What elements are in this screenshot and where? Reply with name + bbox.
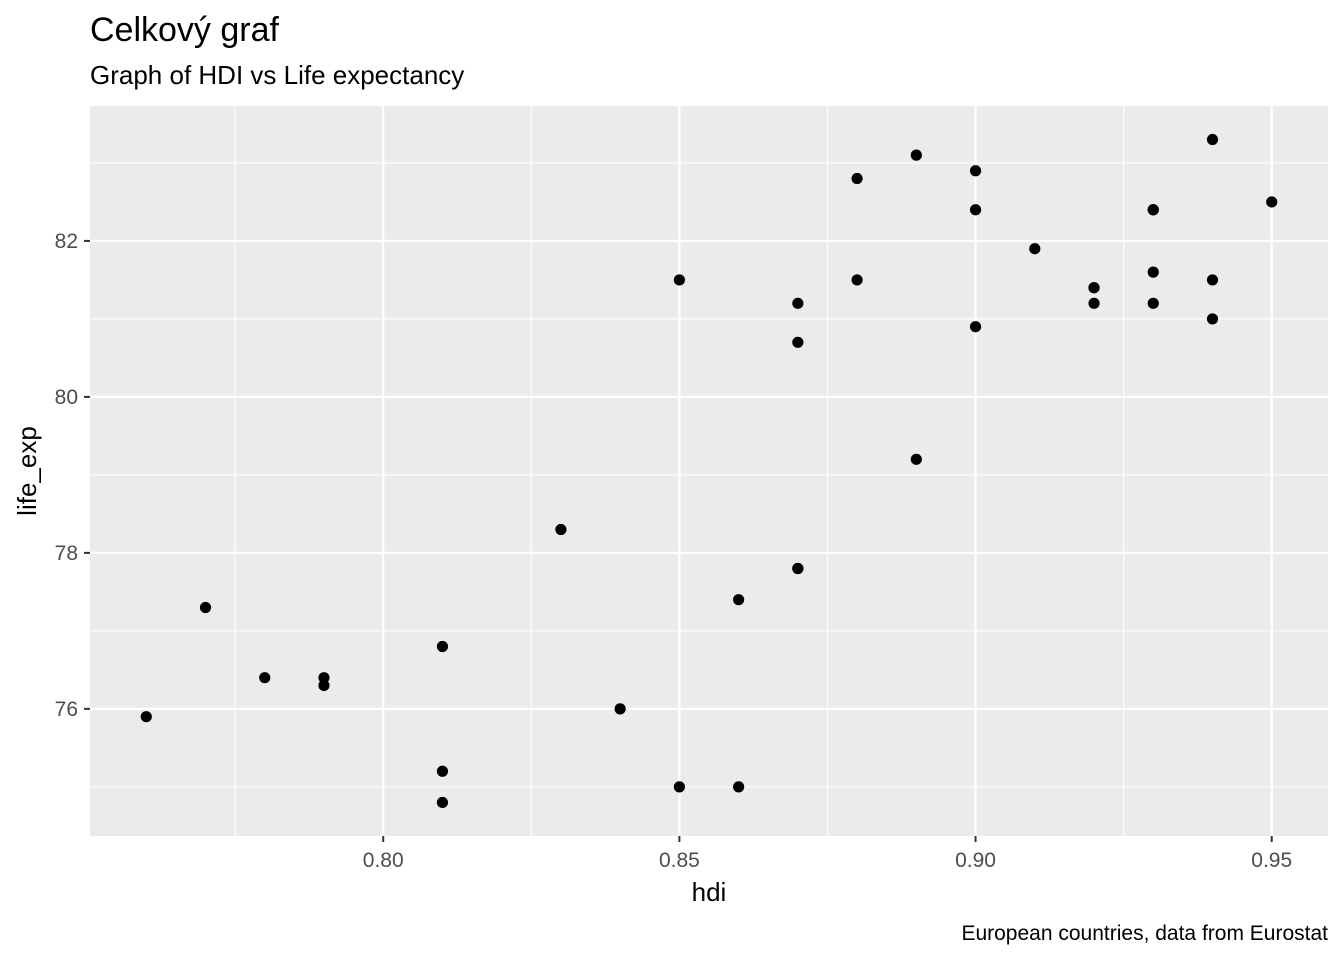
data-point [1266,196,1278,208]
data-point [259,672,271,684]
data-point [792,562,804,575]
chart-subtitle: Graph of HDI vs Life expectancy [90,60,464,90]
plot-panel [90,106,1328,836]
y-tick-label: 80 [55,386,78,409]
data-point [969,204,982,216]
data-point [1206,133,1219,146]
data-point [1029,243,1041,255]
data-point [969,321,982,333]
data-point [436,640,449,653]
x-tick-label: 0.85 [659,849,700,872]
y-tick-label: 82 [55,230,78,253]
data-point [910,149,922,161]
x-tick-label: 0.95 [1251,849,1292,872]
data-points [140,133,1278,809]
data-point [555,523,567,536]
data-point [673,781,685,793]
data-point [969,165,982,177]
data-point [140,711,152,723]
data-point [1147,266,1159,278]
data-point [851,172,863,185]
data-point [318,672,330,684]
data-point [1206,274,1219,286]
data-point [436,765,449,777]
data-point [673,274,685,286]
x-axis-ticks: 0.80 0.85 0.90 0.95 [363,836,1292,872]
data-point [199,601,212,614]
data-point [436,796,449,809]
data-point [1147,297,1159,309]
data-point [318,679,330,692]
data-point [792,336,804,348]
y-axis-ticks: 76 78 80 82 [55,230,90,721]
data-point [733,781,745,793]
x-tick-label: 0.90 [955,849,996,872]
chart-caption: European countries, data from Eurostat [961,922,1328,945]
x-axis-title: hdi [692,877,727,907]
chart-title: Celkový graf [90,11,280,49]
data-point [792,297,804,309]
y-tick-label: 78 [55,542,78,565]
minor-gridlines [90,106,1328,836]
data-point [1147,204,1159,216]
data-point [1088,297,1100,309]
data-point [851,274,863,286]
y-tick-label: 76 [55,698,78,721]
x-tick-label: 0.80 [363,849,404,872]
data-point [1206,313,1219,325]
y-axis-title: life_exp [12,426,42,516]
data-point [614,703,626,715]
data-point [1088,282,1100,294]
major-gridlines [90,106,1328,836]
data-point [910,453,922,465]
data-point [733,594,745,606]
